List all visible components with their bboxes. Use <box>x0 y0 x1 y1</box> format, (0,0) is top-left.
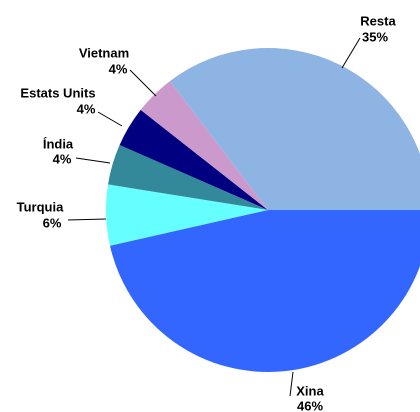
leader-line <box>289 371 294 397</box>
pie-slice <box>106 184 268 246</box>
slice-label: Turquia <box>17 199 64 214</box>
slice-value: 46% <box>297 398 323 412</box>
pie-slice <box>109 210 420 372</box>
leader-line <box>341 37 361 69</box>
slice-value: 4% <box>77 101 96 116</box>
leader-line <box>75 157 111 164</box>
slice-value: 4% <box>109 61 128 76</box>
leader-line <box>97 111 123 127</box>
slice-label: Resta <box>360 13 396 28</box>
slice-label: Estats Units <box>20 85 95 100</box>
leader-line <box>129 69 157 97</box>
slice-value: 35% <box>362 29 388 44</box>
pie-slice <box>140 81 268 210</box>
slice-value: 4% <box>53 151 72 166</box>
leader-line <box>67 218 107 221</box>
pie-slice <box>119 109 269 210</box>
slice-label: Índia <box>43 136 74 151</box>
pie-slice <box>108 145 268 210</box>
slice-value: 6% <box>43 215 62 230</box>
slice-label: Xina <box>296 383 324 398</box>
pie-slice <box>169 48 420 210</box>
slice-label: Vietnam <box>79 45 129 60</box>
